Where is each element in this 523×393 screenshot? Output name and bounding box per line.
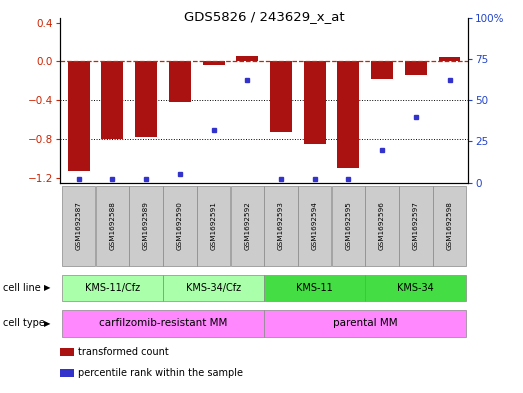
Text: GSM1692594: GSM1692594 (312, 202, 317, 250)
FancyBboxPatch shape (264, 185, 298, 266)
FancyBboxPatch shape (231, 185, 264, 266)
Text: GSM1692592: GSM1692592 (244, 202, 251, 250)
Bar (304, 61, 326, 144)
FancyBboxPatch shape (332, 185, 365, 266)
Text: KMS-11/Cfz: KMS-11/Cfz (85, 283, 140, 293)
Text: GSM1692590: GSM1692590 (177, 202, 183, 250)
FancyBboxPatch shape (298, 185, 332, 266)
FancyBboxPatch shape (399, 185, 433, 266)
Text: parental MM: parental MM (333, 318, 397, 328)
FancyBboxPatch shape (163, 185, 197, 266)
Bar (439, 57, 460, 61)
Text: cell line: cell line (3, 283, 40, 293)
Text: ▶: ▶ (44, 283, 51, 292)
Bar (405, 61, 427, 75)
Text: GSM1692588: GSM1692588 (109, 202, 116, 250)
FancyBboxPatch shape (96, 185, 129, 266)
FancyBboxPatch shape (264, 310, 466, 336)
Text: GSM1692593: GSM1692593 (278, 202, 284, 250)
Bar (270, 61, 292, 132)
Bar (202, 61, 224, 65)
Text: GSM1692591: GSM1692591 (211, 202, 217, 250)
Text: GSM1692589: GSM1692589 (143, 202, 149, 250)
FancyBboxPatch shape (62, 275, 163, 301)
FancyBboxPatch shape (197, 185, 230, 266)
Bar (236, 55, 258, 61)
Text: carfilzomib-resistant MM: carfilzomib-resistant MM (99, 318, 227, 328)
Text: percentile rank within the sample: percentile rank within the sample (78, 368, 243, 378)
Text: KMS-34: KMS-34 (397, 283, 434, 293)
FancyBboxPatch shape (433, 185, 466, 266)
Text: cell type: cell type (3, 318, 44, 328)
Text: ▶: ▶ (44, 319, 51, 328)
Bar (101, 61, 123, 139)
Text: GSM1692595: GSM1692595 (345, 202, 351, 250)
FancyBboxPatch shape (62, 310, 264, 336)
Text: GSM1692587: GSM1692587 (76, 202, 82, 250)
FancyBboxPatch shape (264, 275, 365, 301)
FancyBboxPatch shape (129, 185, 163, 266)
Bar (68, 61, 89, 171)
Text: GSM1692598: GSM1692598 (447, 202, 452, 250)
Text: KMS-34/Cfz: KMS-34/Cfz (186, 283, 241, 293)
Bar (135, 61, 157, 137)
Text: transformed count: transformed count (78, 347, 169, 357)
Bar (371, 61, 393, 79)
FancyBboxPatch shape (163, 275, 264, 301)
Text: GDS5826 / 243629_x_at: GDS5826 / 243629_x_at (184, 10, 345, 23)
FancyBboxPatch shape (366, 275, 466, 301)
Text: KMS-11: KMS-11 (297, 283, 333, 293)
FancyBboxPatch shape (62, 185, 95, 266)
Bar (337, 61, 359, 168)
Bar (169, 61, 191, 102)
Text: GSM1692596: GSM1692596 (379, 202, 385, 250)
FancyBboxPatch shape (366, 185, 399, 266)
Text: GSM1692597: GSM1692597 (413, 202, 419, 250)
